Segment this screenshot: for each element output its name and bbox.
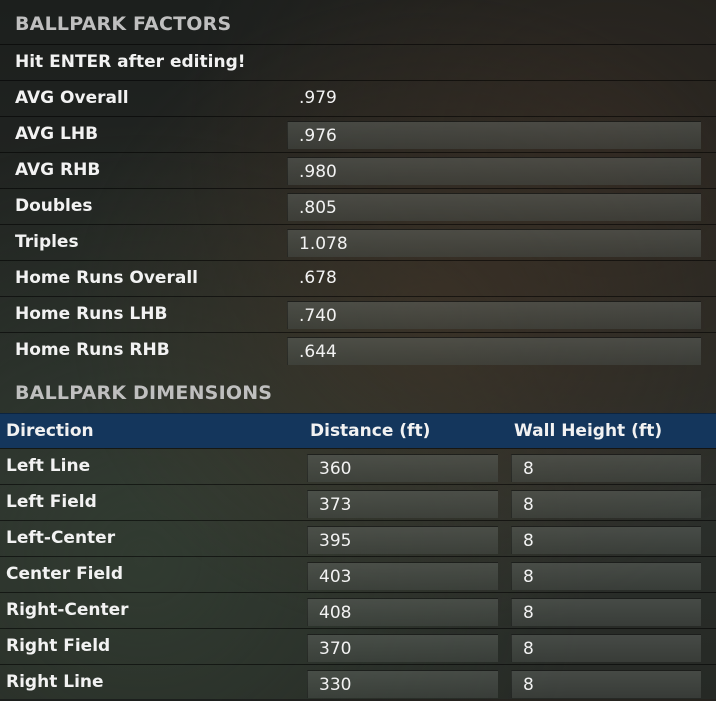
dimension-row-left-center: Left-Center 395 8 [0, 520, 716, 556]
factor-label: AVG Overall [15, 88, 129, 108]
factor-label: Home Runs RHB [15, 340, 170, 360]
wall-height-input-center-field[interactable]: 8 [511, 562, 701, 590]
factors-note: Hit ENTER after editing! [15, 52, 246, 72]
dimension-row-left-line: Left Line 360 8 [0, 448, 716, 484]
dimension-direction: Right Field [6, 636, 111, 656]
column-header-direction: Direction [6, 421, 94, 441]
dimension-row-right-line: Right Line 330 8 [0, 664, 716, 699]
factor-label: AVG RHB [15, 160, 101, 180]
dimension-direction: Left-Center [6, 528, 116, 548]
wall-height-input-left-field[interactable]: 8 [511, 490, 701, 518]
factor-row-triples: Triples 1.078 [0, 224, 716, 260]
factor-label: Home Runs Overall [15, 268, 198, 288]
dimensions-table-header: Direction Distance (ft) Wall Height (ft) [0, 413, 716, 448]
column-header-distance: Distance (ft) [310, 421, 431, 441]
dimension-direction: Left Field [6, 492, 97, 512]
factor-label: Home Runs LHB [15, 304, 168, 324]
wall-height-input-left-center[interactable]: 8 [511, 526, 701, 554]
dimension-row-center-field: Center Field 403 8 [0, 556, 716, 592]
factors-section-title: BALLPARK FACTORS [15, 13, 232, 35]
factor-input-hr-rhb[interactable]: .644 [287, 337, 701, 365]
factor-input-avg-rhb[interactable]: .980 [287, 157, 701, 185]
distance-input-right-field[interactable]: 370 [307, 634, 498, 662]
factor-row-avg-rhb: AVG RHB .980 [0, 152, 716, 188]
factor-label: Triples [15, 232, 79, 252]
distance-input-right-line[interactable]: 330 [307, 670, 498, 698]
distance-input-left-field[interactable]: 373 [307, 490, 498, 518]
factor-row-avg-lhb: AVG LHB .976 [0, 116, 716, 152]
factors-note-row: Hit ENTER after editing! [0, 44, 716, 80]
dimension-row-right-field: Right Field 370 8 [0, 628, 716, 664]
factor-row-hr-overall: Home Runs Overall .678 [0, 260, 716, 296]
dimensions-section-title: BALLPARK DIMENSIONS [15, 382, 273, 404]
distance-input-left-line[interactable]: 360 [307, 454, 498, 482]
factor-row-avg-overall: AVG Overall .979 [0, 80, 716, 116]
wall-height-input-right-field[interactable]: 8 [511, 634, 701, 662]
dimension-row-right-center: Right-Center 408 8 [0, 592, 716, 628]
wall-height-input-right-line[interactable]: 8 [511, 670, 701, 698]
factor-label: Doubles [15, 196, 93, 216]
dimension-direction: Center Field [6, 564, 124, 584]
dimension-row-left-field: Left Field 373 8 [0, 484, 716, 520]
column-header-wall-height: Wall Height (ft) [514, 421, 663, 441]
factor-input-hr-lhb[interactable]: .740 [287, 301, 701, 329]
distance-input-center-field[interactable]: 403 [307, 562, 498, 590]
dimension-direction: Left Line [6, 456, 91, 476]
factor-input-triples[interactable]: 1.078 [287, 229, 701, 257]
wall-height-input-right-center[interactable]: 8 [511, 598, 701, 626]
dimension-direction: Right Line [6, 672, 104, 692]
factor-value: .979 [299, 88, 337, 108]
factor-input-doubles[interactable]: .805 [287, 193, 701, 221]
factor-value: .678 [299, 268, 337, 288]
dimension-direction: Right-Center [6, 600, 129, 620]
factor-input-avg-lhb[interactable]: .976 [287, 121, 701, 149]
factor-row-doubles: Doubles .805 [0, 188, 716, 224]
distance-input-left-center[interactable]: 395 [307, 526, 498, 554]
factor-row-hr-rhb: Home Runs RHB .644 [0, 332, 716, 368]
wall-height-input-left-line[interactable]: 8 [511, 454, 701, 482]
factor-label: AVG LHB [15, 124, 99, 144]
factor-row-hr-lhb: Home Runs LHB .740 [0, 296, 716, 332]
distance-input-right-center[interactable]: 408 [307, 598, 498, 626]
